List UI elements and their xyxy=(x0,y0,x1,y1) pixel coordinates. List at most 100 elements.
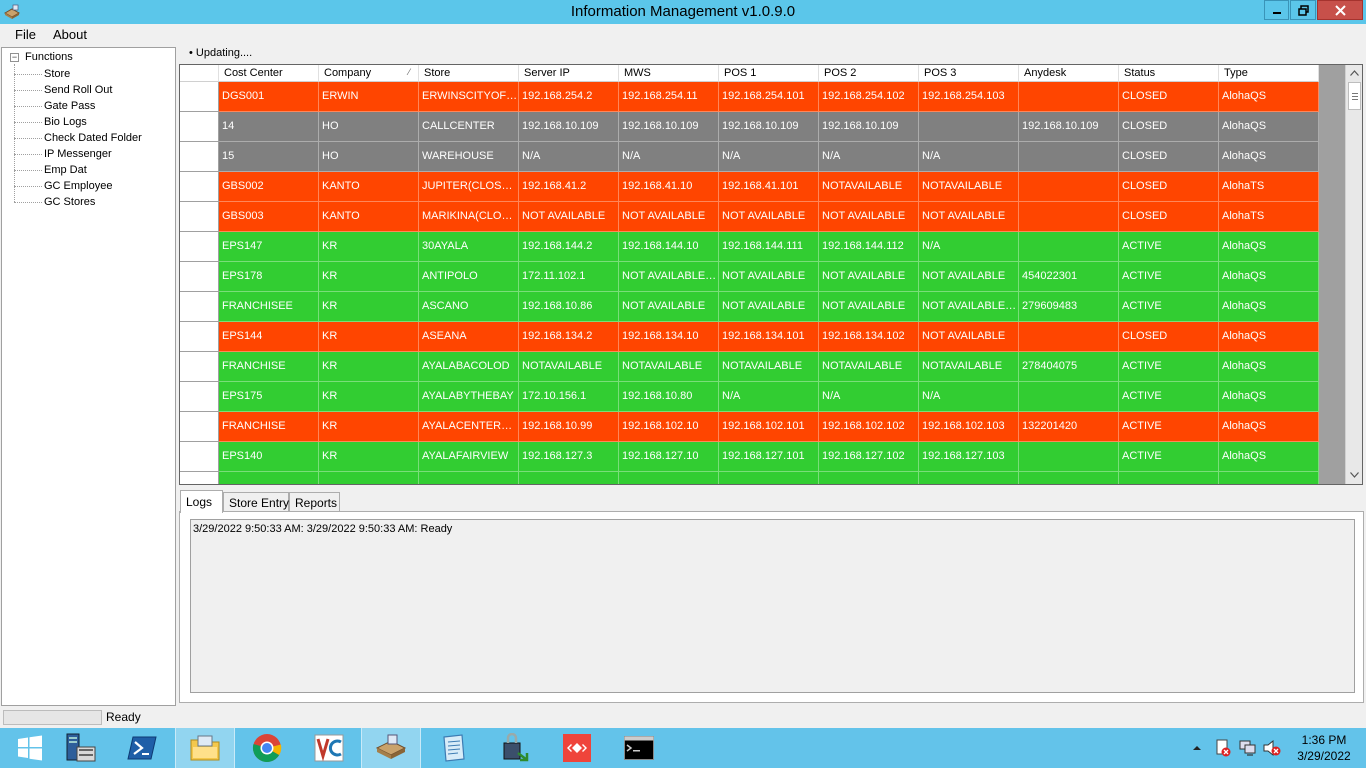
table-cell[interactable] xyxy=(619,472,719,484)
table-cell[interactable]: AYALABYTHEBAY xyxy=(419,382,519,412)
table-cell[interactable]: AlohaQS xyxy=(1219,292,1319,322)
table-cell[interactable]: HO xyxy=(319,112,419,142)
table-cell[interactable]: AlohaQS xyxy=(1219,112,1319,142)
column-header-anydesk[interactable]: Anydesk xyxy=(1019,65,1119,82)
table-cell[interactable]: NOT AVAILABLE xyxy=(919,202,1019,232)
row-header[interactable] xyxy=(180,232,219,262)
tab-reports[interactable]: Reports xyxy=(289,492,340,512)
table-cell[interactable]: EPS178 xyxy=(219,262,319,292)
table-cell[interactable]: 192.168.254.102 xyxy=(819,82,919,112)
table-cell[interactable]: ASEANA xyxy=(419,322,519,352)
table-cell[interactable]: ACTIVE xyxy=(1119,262,1219,292)
table-cell[interactable]: 192.168.254.103 xyxy=(919,82,1019,112)
table-cell[interactable]: AlohaQS xyxy=(1219,352,1319,382)
table-cell[interactable]: FRANCHISE xyxy=(219,412,319,442)
column-header-mws[interactable]: MWS xyxy=(619,65,719,82)
table-cell[interactable]: 192.168.254.11 xyxy=(619,82,719,112)
table-cell[interactable]: NOTAVAILABLE xyxy=(919,352,1019,382)
table-cell[interactable]: 192.168.102.102 xyxy=(819,412,919,442)
table-cell[interactable]: NOT AVAILABLE xyxy=(519,202,619,232)
table-cell[interactable]: JUPITER(CLOSED) xyxy=(419,172,519,202)
collapse-icon[interactable]: − xyxy=(10,51,19,62)
table-cell[interactable]: EPS144 xyxy=(219,322,319,352)
table-cell[interactable] xyxy=(1019,82,1119,112)
table-cell[interactable]: ANTIPOLO xyxy=(419,262,519,292)
column-header-status[interactable]: Status xyxy=(1119,65,1219,82)
table-cell[interactable]: ACTIVE xyxy=(1119,352,1219,382)
table-cell[interactable]: NOT AVAILABLE xyxy=(619,202,719,232)
menu-about[interactable]: About xyxy=(53,27,87,42)
table-cell[interactable]: 192.168.102.10 xyxy=(619,412,719,442)
table-cell[interactable]: NOT AVAILABLE… xyxy=(619,262,719,292)
table-cell[interactable]: N/A xyxy=(719,142,819,172)
row-header[interactable] xyxy=(180,442,219,472)
table-cell[interactable]: AlohaQS xyxy=(1219,442,1319,472)
taskbar-clock[interactable]: 1:36 PM 3/29/2022 xyxy=(1285,732,1363,764)
table-cell[interactable]: AlohaQS xyxy=(1219,82,1319,112)
table-cell[interactable]: 192.168.127.10 xyxy=(619,442,719,472)
table-cell[interactable]: CALLCENTER xyxy=(419,112,519,142)
table-cell[interactable]: N/A xyxy=(519,142,619,172)
table-cell[interactable]: 172.10.156.1 xyxy=(519,382,619,412)
table-cell[interactable] xyxy=(1019,172,1119,202)
row-header[interactable] xyxy=(180,172,219,202)
table-cell[interactable]: 192.168.10.109 xyxy=(819,112,919,142)
table-cell[interactable] xyxy=(319,472,419,484)
table-cell[interactable]: 192.168.127.102 xyxy=(819,442,919,472)
table-cell[interactable]: 192.168.41.101 xyxy=(719,172,819,202)
table-cell[interactable]: 192.168.134.102 xyxy=(819,322,919,352)
column-header-store[interactable]: Store xyxy=(419,65,519,82)
table-cell[interactable]: ASCANO xyxy=(419,292,519,322)
scroll-up-icon[interactable] xyxy=(1346,65,1363,82)
minimize-button[interactable] xyxy=(1264,0,1289,20)
tree-item-ip-messenger[interactable]: IP Messenger xyxy=(14,146,112,162)
table-cell[interactable]: N/A xyxy=(919,142,1019,172)
table-cell[interactable]: N/A xyxy=(919,232,1019,262)
table-cell[interactable]: 192.168.102.103 xyxy=(919,412,1019,442)
table-cell[interactable] xyxy=(1019,472,1119,484)
tree-item-emp-dat[interactable]: Emp Dat xyxy=(14,162,87,178)
table-cell[interactable]: NOT AVAILABLE xyxy=(819,202,919,232)
table-cell[interactable]: NOT AVAILABLE xyxy=(819,262,919,292)
table-row[interactable]: GBS003 KANTO MARIKINA(CLOS… NOT AVAILABLE NO… xyxy=(180,202,1319,232)
table-cell[interactable]: NOTAVAILABLE xyxy=(619,352,719,382)
tray-volume[interactable] xyxy=(1262,728,1282,768)
tray-action-center[interactable] xyxy=(1214,728,1232,768)
table-cell[interactable]: 192.168.134.10 xyxy=(619,322,719,352)
table-cell[interactable]: FRANCHISE xyxy=(219,352,319,382)
log-textbox[interactable]: 3/29/2022 9:50:33 AM: 3/29/2022 9:50:33 … xyxy=(190,519,1355,693)
table-row[interactable]: EPS144 KR ASEANA 192.168.134.2 192.168.134.1… xyxy=(180,322,1319,352)
tree-item-gc-employee[interactable]: GC Employee xyxy=(14,178,112,194)
table-cell[interactable]: 279609483 xyxy=(1019,292,1119,322)
column-header-pos-3[interactable]: POS 3 xyxy=(919,65,1019,82)
table-cell[interactable]: NOTAVAILABLE xyxy=(819,172,919,202)
table-cell[interactable]: 132201420 xyxy=(1019,412,1119,442)
taskbar-information-management[interactable] xyxy=(361,728,421,768)
table-cell[interactable]: NOT AVAILABLE xyxy=(619,292,719,322)
table-cell[interactable]: 15 xyxy=(219,142,319,172)
column-header-pos-1[interactable]: POS 1 xyxy=(719,65,819,82)
table-cell[interactable]: KR xyxy=(319,352,419,382)
scroll-thumb[interactable] xyxy=(1348,82,1361,110)
tree-item-send-roll-out[interactable]: Send Roll Out xyxy=(14,82,112,98)
table-cell[interactable]: DGS001 xyxy=(219,82,319,112)
table-cell[interactable]: AYALACENTERC… xyxy=(419,412,519,442)
table-cell[interactable] xyxy=(219,472,319,484)
table-row[interactable]: 15 HO WAREHOUSE N/A N/A N/A N/A N/A CLOSED AlohaQ… xyxy=(180,142,1319,172)
table-cell[interactable]: 192.168.10.109 xyxy=(1019,112,1119,142)
taskbar-anydesk[interactable] xyxy=(547,728,607,768)
table-cell[interactable]: N/A xyxy=(919,382,1019,412)
table-cell[interactable]: GBS002 xyxy=(219,172,319,202)
table-cell[interactable]: NOT AVAILABLE xyxy=(819,292,919,322)
table-cell[interactable]: 192.168.127.103 xyxy=(919,442,1019,472)
table-cell[interactable]: CLOSED xyxy=(1119,172,1219,202)
table-cell[interactable]: 454022301 xyxy=(1019,262,1119,292)
table-row[interactable]: FRANCHISE KR AYALABACOLOD NOTAVAILABLE NOTAV… xyxy=(180,352,1319,382)
table-cell[interactable]: 30AYALA xyxy=(419,232,519,262)
table-cell[interactable]: HO xyxy=(319,142,419,172)
table-cell[interactable]: NOT AVAILABLE xyxy=(919,262,1019,292)
table-cell[interactable]: 192.168.102.101 xyxy=(719,412,819,442)
table-cell[interactable]: 192.168.10.80 xyxy=(619,382,719,412)
table-cell[interactable]: AlohaQS xyxy=(1219,262,1319,292)
table-row[interactable]: EPS178 KR ANTIPOLO 172.11.102.1 NOT AVAILABL… xyxy=(180,262,1319,292)
